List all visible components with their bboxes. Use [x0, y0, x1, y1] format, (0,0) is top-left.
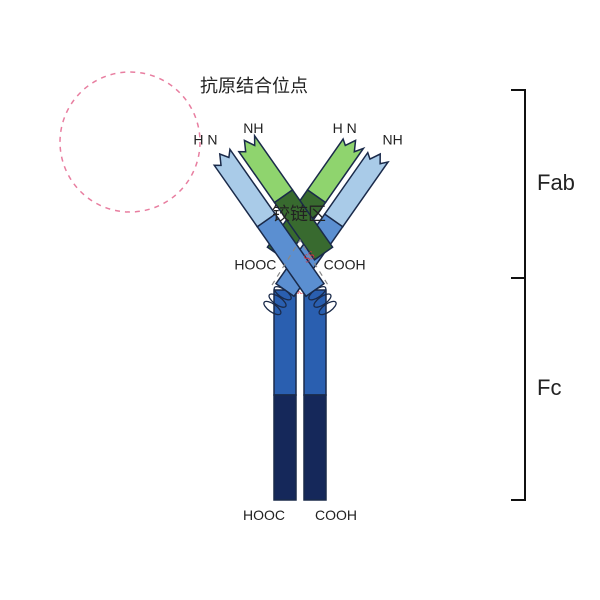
hooc-label: HOOC — [234, 256, 276, 272]
nh-label: H N — [333, 120, 357, 136]
nh-label: H N — [193, 132, 217, 148]
nh-label: NH — [243, 120, 263, 136]
fab-label: Fab — [537, 170, 575, 195]
cooh-label: COOH — [324, 256, 366, 272]
antigen-binding-site-label: 抗原结合位点 — [200, 76, 308, 96]
cooh-label: COOH — [315, 507, 357, 523]
fc-label: Fc — [537, 375, 561, 400]
hinge-region-label: 铰链区 — [272, 204, 326, 224]
hooc-label: HOOC — [243, 507, 285, 523]
nh-label: NH — [383, 132, 403, 148]
